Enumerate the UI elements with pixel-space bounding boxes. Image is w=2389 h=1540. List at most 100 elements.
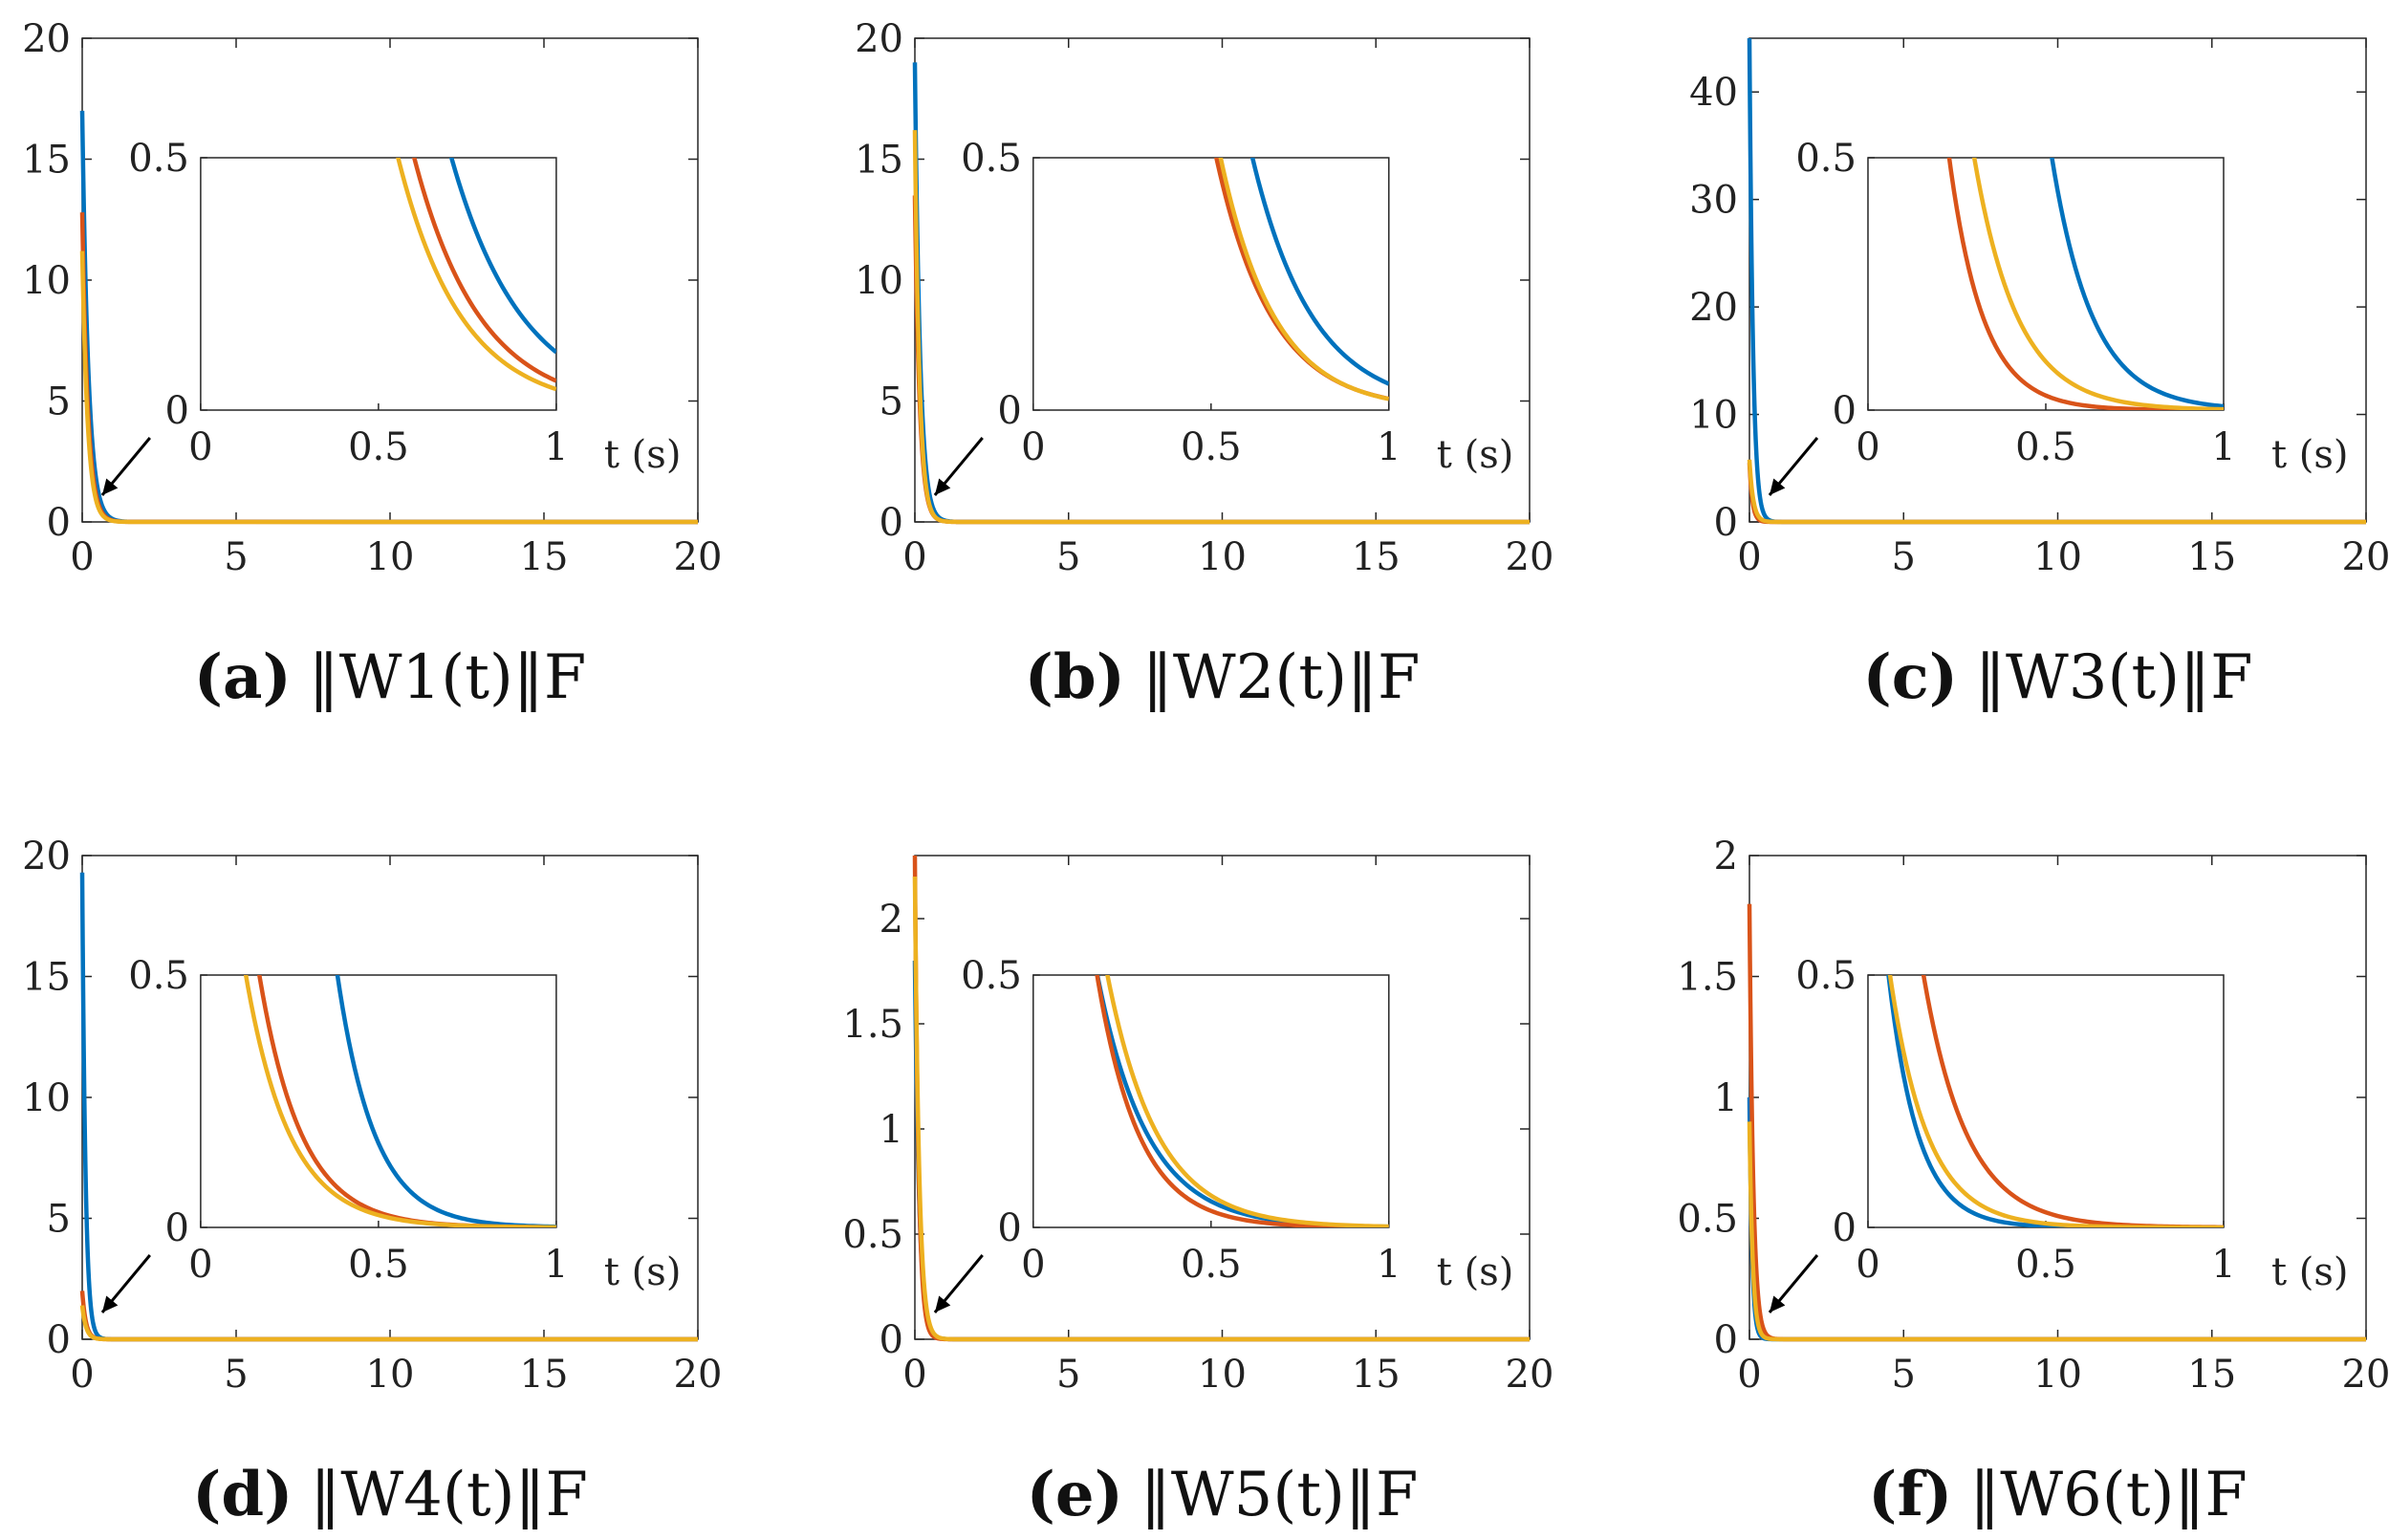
inset-plot: 0 0.5 1 0 0.5 t (s) <box>1795 137 2348 477</box>
inset-series <box>1095 975 1389 1227</box>
inset-series-blue-line <box>2050 158 2224 409</box>
caption-tag: (e) <box>1027 1459 1123 1530</box>
inset-series-blue-line <box>448 158 556 355</box>
caption-tag: (c) <box>1862 641 1958 713</box>
inset-x-axis-label: t (s) <box>1437 433 1514 477</box>
panel-caption: (c) ‖W3(t)‖F <box>1862 641 2252 713</box>
y-tick-label: 0 <box>47 501 71 545</box>
inset-series <box>1886 975 2224 1227</box>
x-tick-label: 5 <box>1892 535 1916 579</box>
inset-y-tick-label: 0.5 <box>961 954 1022 998</box>
y-tick-label: 15 <box>855 139 903 183</box>
inset-x-tick-label: 0 <box>1856 425 1879 469</box>
y-tick-label: 15 <box>22 956 71 1000</box>
inset-series <box>396 158 556 392</box>
inset-plot: 0 0.5 1 0 0.5 t (s) <box>961 954 1514 1294</box>
inset-x-tick-label: 1 <box>1377 1243 1401 1287</box>
inset-x-tick-label: 1 <box>1377 425 1401 469</box>
inset-y-tick-label: 0.5 <box>1795 137 1857 181</box>
inset-series-yellow-line <box>396 158 556 392</box>
y-tick-label: 20 <box>1689 286 1738 330</box>
inset-y-tick-label: 0 <box>997 389 1021 433</box>
y-tick-label: 10 <box>1689 394 1738 438</box>
inset-y-tick-label: 0.5 <box>961 137 1022 181</box>
caption-norm: ‖W2(t)‖F <box>1142 642 1421 713</box>
y-tick-label: 0 <box>880 501 903 545</box>
inset-x-axis-label: t (s) <box>1437 1250 1514 1294</box>
y-tick-label: 5 <box>880 380 903 424</box>
y-tick-label: 20 <box>22 17 71 61</box>
x-tick-label: 0 <box>902 535 926 579</box>
x-tick-label: 5 <box>1892 1353 1916 1397</box>
panel-caption: (e) ‖W5(t)‖F <box>1027 1459 1419 1530</box>
inset-y-tick-label: 0 <box>164 1206 188 1250</box>
inset-series-yellow-line <box>1971 158 2224 410</box>
x-tick-label: 20 <box>2342 535 2389 579</box>
x-tick-label: 10 <box>1198 1353 1247 1397</box>
inset-series-blue-line <box>1249 158 1389 386</box>
x-tick-label: 10 <box>1198 535 1247 579</box>
x-tick-label: 20 <box>1506 1353 1554 1397</box>
inset-x-tick-label: 0.5 <box>2015 1243 2076 1287</box>
zoom-arrowhead <box>934 1295 951 1312</box>
caption-norm: ‖W4(t)‖F <box>310 1460 588 1530</box>
x-tick-label: 15 <box>520 1353 569 1397</box>
y-tick-label: 0 <box>880 1318 903 1362</box>
x-tick-label: 15 <box>2187 535 2236 579</box>
x-tick-label: 10 <box>2033 535 2082 579</box>
inset-x-tick-label: 0 <box>1021 1243 1045 1287</box>
inset-frame <box>200 157 557 411</box>
inset-plot: 0 0.5 1 0 0.5 t (s) <box>1795 954 2348 1294</box>
inset-x-tick-label: 0.5 <box>1181 425 1242 469</box>
x-tick-label: 0 <box>70 535 94 579</box>
y-tick-label: 0 <box>1714 1318 1738 1362</box>
panel-caption: (b) ‖W2(t)‖F <box>1025 641 1421 713</box>
y-tick-label: 0.5 <box>842 1213 903 1257</box>
inset-frame <box>1867 974 2225 1228</box>
inset-x-tick-label: 0.5 <box>1181 1243 1242 1287</box>
x-tick-label: 15 <box>1352 535 1401 579</box>
x-tick-label: 0 <box>902 1353 926 1397</box>
y-tick-label: 5 <box>47 1198 71 1242</box>
inset-x-tick-label: 0 <box>188 1243 212 1287</box>
inset-x-tick-label: 0 <box>188 425 212 469</box>
panel-caption: (f) ‖W6(t)‖F <box>1868 1459 2248 1530</box>
panel-caption: (a) ‖W1(t)‖F <box>194 641 587 713</box>
x-tick-label: 20 <box>2342 1353 2389 1397</box>
inset-x-tick-label: 0 <box>1856 1243 1879 1287</box>
inset-series-yellow-line <box>1105 975 1389 1227</box>
inset-plot: 0 0.5 1 0 0.5 t (s) <box>128 954 681 1294</box>
y-tick-label: 10 <box>22 1076 71 1120</box>
inset-series-blue-line <box>335 975 556 1227</box>
inset-series-yellow-line <box>243 975 556 1227</box>
y-tick-label: 10 <box>855 259 903 303</box>
caption-tag: (b) <box>1025 641 1125 713</box>
caption-norm: ‖W5(t)‖F <box>1140 1460 1419 1530</box>
inset-x-axis-label: t (s) <box>604 433 682 477</box>
x-tick-label: 5 <box>1056 535 1080 579</box>
inset-y-tick-label: 0.5 <box>128 137 189 181</box>
inset-plot: 0 0.5 1 0 0.5 t (s) <box>961 137 1514 477</box>
y-tick-label: 1 <box>880 1108 903 1152</box>
inset-series-yellow-line <box>1218 158 1389 401</box>
inset-y-tick-label: 0 <box>164 389 188 433</box>
series-yellow-line <box>79 1303 698 1342</box>
inset-x-tick-label: 0.5 <box>2015 425 2076 469</box>
x-tick-label: 20 <box>674 535 723 579</box>
inset-series-red-line <box>1946 158 2224 410</box>
y-tick-label: 1 <box>1714 1076 1738 1120</box>
y-tick-label: 20 <box>855 17 903 61</box>
x-tick-label: 20 <box>674 1353 723 1397</box>
x-tick-label: 0 <box>70 1353 94 1397</box>
inset-frame <box>1032 157 1390 411</box>
inset-x-tick-label: 1 <box>2211 425 2235 469</box>
x-tick-label: 10 <box>366 535 415 579</box>
inset-x-tick-label: 0.5 <box>348 1243 409 1287</box>
zoom-arrowhead <box>934 478 951 495</box>
